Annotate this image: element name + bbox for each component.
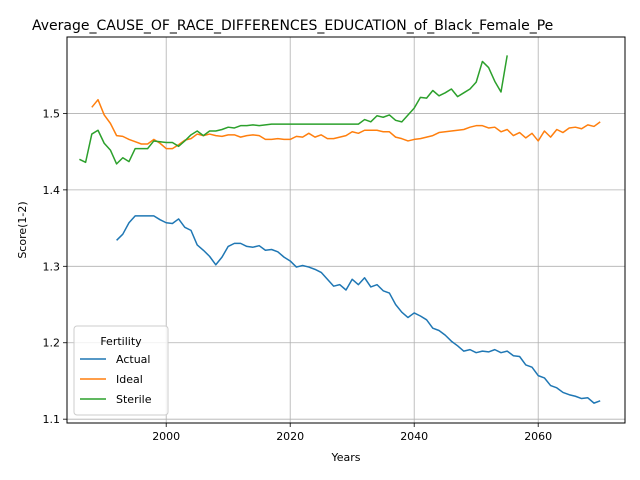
y-tick-label: 1.3 (43, 260, 61, 273)
x-tick-label: 2020 (276, 430, 304, 443)
x-axis: 2000 2020 2040 2060 (152, 423, 552, 443)
x-tick-label: 2060 (524, 430, 552, 443)
y-axis: 1.1 1.2 1.3 1.4 1.5 (43, 107, 67, 426)
series-line-sterile (79, 55, 508, 165)
x-axis-label: Years (330, 451, 360, 464)
legend-label-ideal: Ideal (116, 373, 143, 386)
y-tick-label: 1.5 (43, 107, 61, 120)
legend: Fertility Actual Ideal Sterile (73, 325, 169, 416)
y-axis-label: Score(1-2) (16, 201, 29, 258)
series-layer (79, 55, 601, 404)
legend-box (73, 325, 169, 416)
x-tick-label: 2000 (152, 430, 180, 443)
chart-title: Average_CAUSE_OF_RACE_DIFFERENCES_EDUCAT… (32, 18, 553, 34)
plot-frame (66, 36, 626, 424)
x-tick-label: 2040 (400, 430, 428, 443)
y-tick-label: 1.1 (43, 413, 61, 426)
legend-label-sterile: Sterile (116, 393, 152, 406)
series-line-actual (116, 215, 601, 404)
y-tick-label: 1.4 (43, 184, 61, 197)
y-tick-label: 1.2 (43, 337, 61, 350)
legend-title: Fertility (100, 335, 142, 348)
legend-label-actual: Actual (116, 353, 150, 366)
series-line-ideal (91, 98, 601, 150)
